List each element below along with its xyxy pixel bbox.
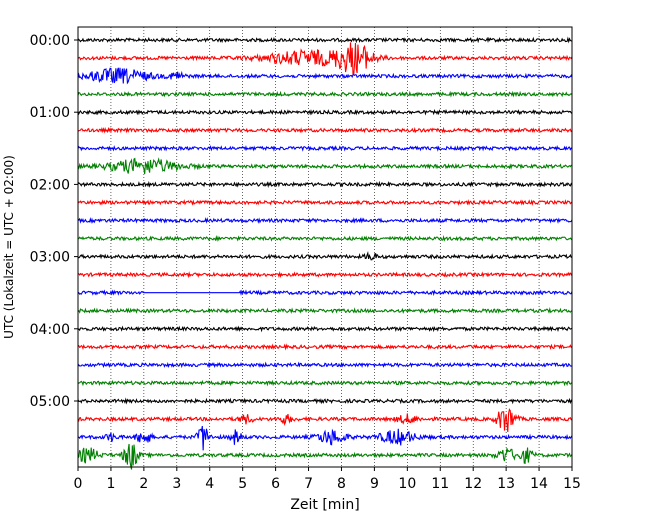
grid-lines xyxy=(110,27,540,467)
x-tick-label: 12 xyxy=(464,476,482,492)
x-axis-label: Zeit [min] xyxy=(290,497,359,513)
trace-line xyxy=(77,289,573,297)
y-tick-label: 05:00 xyxy=(30,394,70,410)
trace-line xyxy=(77,251,573,261)
x-tick-label: 2 xyxy=(139,476,148,492)
y-tick-label: 03:00 xyxy=(30,250,70,266)
x-tick-label: 3 xyxy=(172,476,181,492)
y-tick-label: 04:00 xyxy=(30,322,70,338)
trace-line xyxy=(77,408,573,433)
trace-line xyxy=(77,379,573,387)
trace-line xyxy=(77,126,573,134)
y-axis-ticks: 00:00 01:00 02:00 03:00 04:00 05:00 xyxy=(30,33,78,410)
x-tick-label: 5 xyxy=(238,476,247,492)
trace-line xyxy=(77,157,573,175)
trace-line xyxy=(77,271,573,279)
trace-line xyxy=(77,397,573,405)
trace-line xyxy=(77,234,573,243)
x-tick-label: 8 xyxy=(337,476,346,492)
trace-line xyxy=(77,145,573,152)
trace-line xyxy=(77,216,573,224)
y-tick-label: 01:00 xyxy=(30,105,70,121)
trace-line xyxy=(77,325,573,333)
y-tick-label: 02:00 xyxy=(30,177,70,193)
trace-line xyxy=(77,42,573,76)
x-tick-label: 14 xyxy=(530,476,548,492)
x-tick-label: 0 xyxy=(74,476,83,492)
trace-line xyxy=(77,90,573,98)
x-tick-label: 7 xyxy=(304,476,313,492)
trace-line xyxy=(77,307,573,315)
x-tick-label: 9 xyxy=(370,476,379,492)
x-tick-label: 15 xyxy=(563,476,581,492)
x-tick-label: 13 xyxy=(497,476,515,492)
x-tick-label: 10 xyxy=(398,476,416,492)
trace-line xyxy=(77,443,573,470)
x-tick-label: 1 xyxy=(106,476,115,492)
y-axis-label: UTC (Lokalzeit = UTC + 02:00) xyxy=(2,155,16,339)
x-tick-label: 4 xyxy=(205,476,214,492)
x-tick-label: 11 xyxy=(431,476,449,492)
trace-lines xyxy=(77,36,573,470)
trace-line xyxy=(77,425,573,451)
trace-line xyxy=(77,343,573,351)
trace-line xyxy=(77,108,573,116)
x-axis-ticks: 0 1 2 3 4 5 6 7 8 9 10 11 12 13 14 15 xyxy=(74,467,581,492)
trace-line xyxy=(77,361,573,369)
y-tick-label: 00:00 xyxy=(30,33,70,49)
trace-line xyxy=(77,180,573,189)
plot-frame xyxy=(77,26,573,468)
trace-line xyxy=(77,67,573,85)
trace-line xyxy=(77,199,573,206)
x-tick-label: 6 xyxy=(271,476,280,492)
trace-line xyxy=(77,36,573,44)
